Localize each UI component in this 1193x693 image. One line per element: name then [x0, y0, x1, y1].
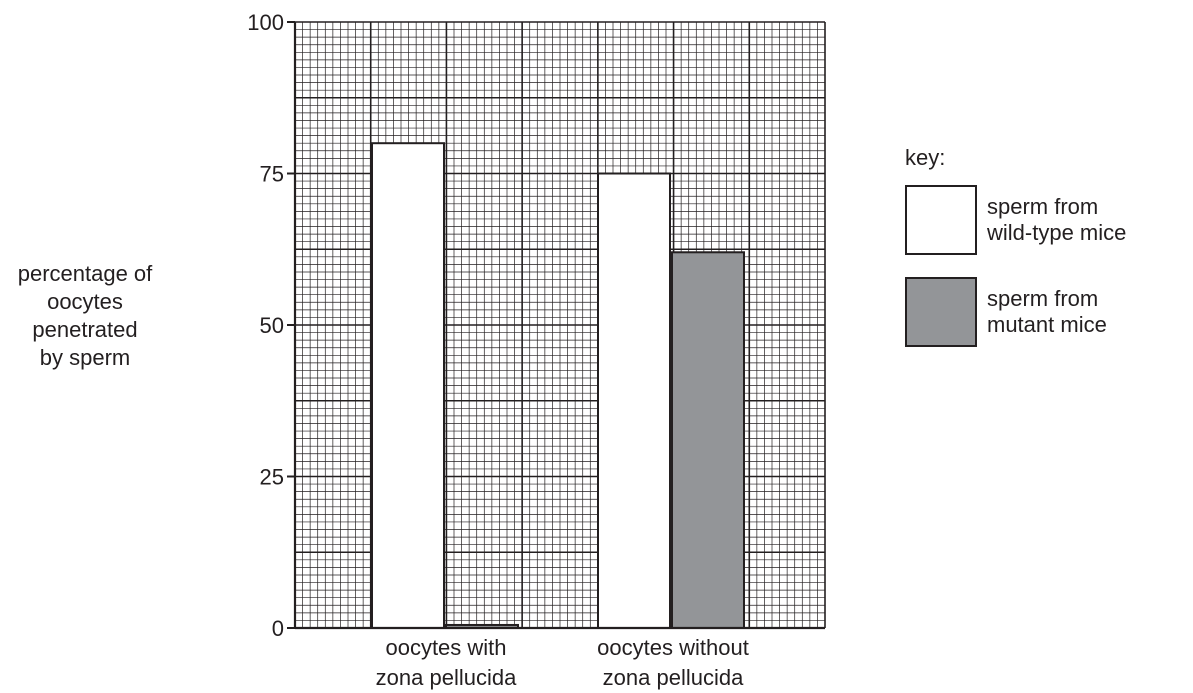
legend-swatch-mutant [905, 277, 977, 347]
x-category-label: zona pellucida [376, 665, 517, 690]
bar-series-0-category-0 [371, 142, 445, 629]
x-categories: oocytes with zona pellucida oocytes withou… [376, 635, 749, 690]
y-tick-label: 75 [260, 162, 284, 187]
y-tick-label: 50 [260, 313, 284, 338]
y-axis-label-line: oocytes [47, 289, 123, 314]
bars [371, 142, 745, 629]
bar-series-1-category-1 [671, 251, 745, 629]
y-ticks: 0 25 50 75 100 [247, 10, 295, 641]
legend-title: key: [905, 145, 946, 170]
legend-label-line: sperm from [987, 194, 1099, 219]
bar-series-0-category-1 [597, 172, 671, 629]
legend-label-line: sperm from [987, 286, 1099, 311]
x-category-label: zona pellucida [603, 665, 744, 690]
legend-label-line: mutant mice [987, 312, 1107, 337]
legend-swatch-wild-type [905, 185, 977, 255]
legend-item-wild-type: sperm from wild-type mice [905, 185, 1193, 255]
y-tick-label: 0 [272, 616, 284, 641]
y-axis-label-line: percentage of [17, 261, 153, 286]
legend-item-mutant: sperm from mutant mice [905, 277, 1193, 347]
y-tick-label: 25 [260, 465, 284, 490]
legend-label: sperm from wild-type mice [987, 194, 1126, 246]
legend-label-line: wild-type mice [987, 220, 1127, 245]
x-category-label: oocytes without [597, 635, 749, 660]
y-tick-label: 100 [247, 10, 284, 35]
y-axis-label-line: by sperm [39, 345, 131, 370]
y-axis-label-line: penetrated [32, 317, 138, 342]
legend-label: sperm from mutant mice [987, 286, 1107, 338]
y-axis-label: percentage of oocytes penetrated by sper… [0, 260, 170, 372]
legend: key: sperm from wild-type mice sperm fro… [905, 145, 1193, 369]
x-category-label: oocytes with [385, 635, 506, 660]
